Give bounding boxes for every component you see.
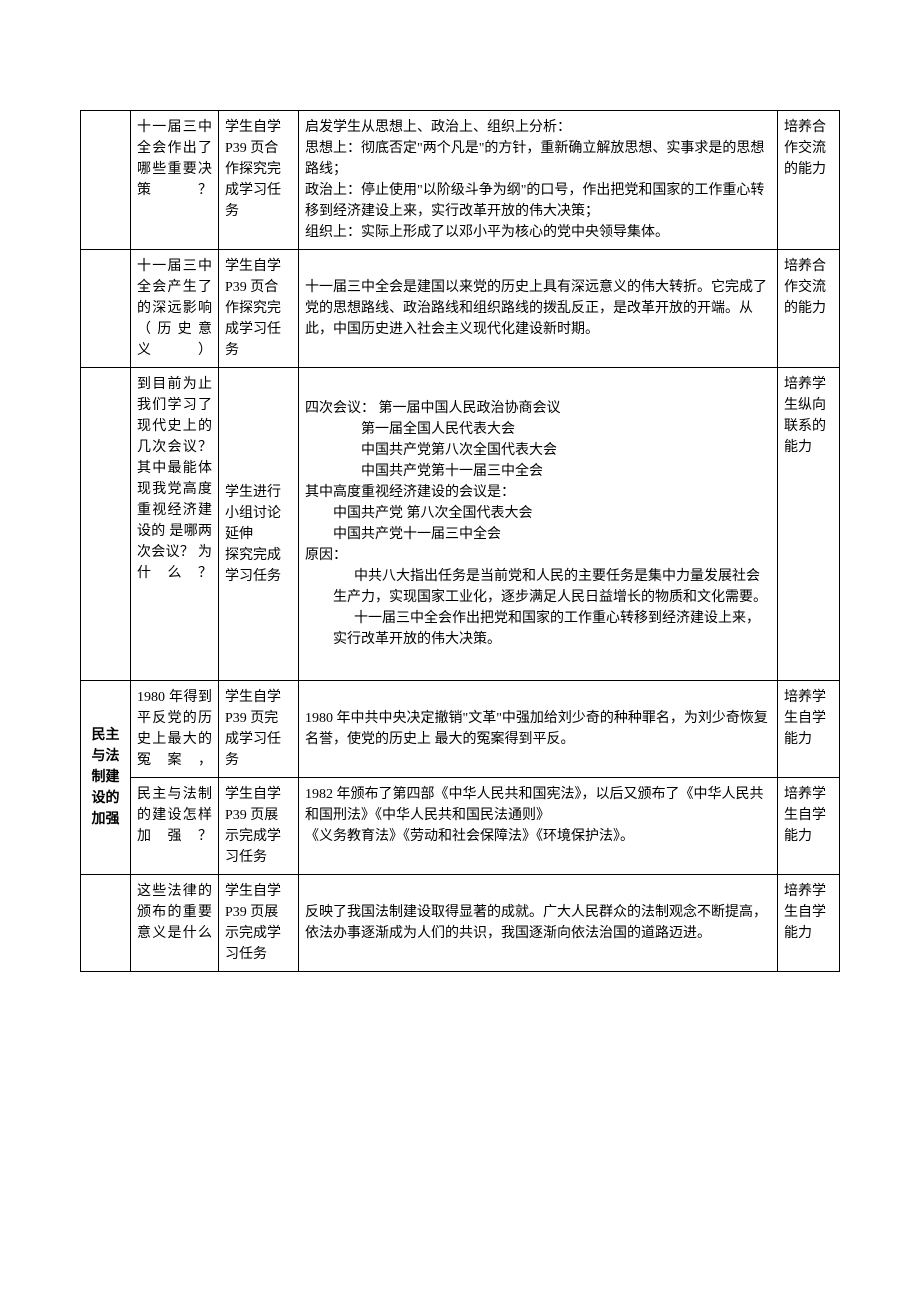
content-line: 《义务教育法》《劳动和社会保障法》《环境保护法》。 <box>305 826 771 847</box>
content-line: 组织上：实际上形成了以邓小平为核心的党中央领导集体。 <box>305 222 771 243</box>
lead-text: 四次会议： <box>305 401 375 416</box>
section-cell <box>81 368 131 681</box>
table-row: 十一届三中全会产生了的深远影响（历史意义） 学生自学 P39 页合作探究完成学习… <box>81 250 840 368</box>
reason-item: 中共八大指出任务是当前党和人民的主要任务是集中力量发展社会生产力，实现国家工业化… <box>305 566 771 608</box>
meeting-item: 中国共产党第十一届三中全会 <box>305 461 771 482</box>
activity-text: 学生进行小组讨论延伸 探究完成学习任务 <box>225 485 281 584</box>
section-cell <box>81 111 131 250</box>
reason-label: 原因： <box>305 545 771 566</box>
content-line: 思想上：彻底否定"两个凡是"的方针，重新确立解放思想、实事求是的思想路线； <box>305 138 771 180</box>
content-cell: 四次会议： 第一届中国人民政治协商会议 第一届全国人民代表大会 中国共产党第八次… <box>299 368 778 681</box>
highlight-item: 中国共产党十一届三中全会 <box>305 524 771 545</box>
activity-cell: 学生自学 P39 页完成学习任务 <box>219 681 299 778</box>
question-cell: 十一届三中全会产生了的深远影响（历史意义） <box>131 250 219 368</box>
question-cell: 到目前为止我们学习了现代史上的几次会议？ 其中最能体现我党高度重视经济建设的 是… <box>131 368 219 681</box>
content-line: 启发学生从思想上、政治上、组织上分析： <box>305 117 771 138</box>
goal-cell: 培养学生纵向联系的能力 <box>778 368 840 681</box>
table-row: 到目前为止我们学习了现代史上的几次会议？ 其中最能体现我党高度重视经济建设的 是… <box>81 368 840 681</box>
document-page: 十一届三中全会作出了哪些重要决策？ 学生自学 P39 页合作探究完成学习任务 启… <box>0 0 920 1052</box>
meeting-item: 第一届中国人民政治协商会议 <box>379 401 561 416</box>
activity-cell: 学生自学 P39 页合作探究完成学习任务 <box>219 111 299 250</box>
activity-cell: 学生自学 P39 页合作探究完成学习任务 <box>219 250 299 368</box>
goal-cell: 培养合作交流的能力 <box>778 250 840 368</box>
content-cell: 1980 年中共中央决定撤销"文革"中强加给刘少奇的种种罪名，为刘少奇恢复名誉，… <box>299 681 778 778</box>
activity-cell: 学生自学 P39 页展示完成学习任务 <box>219 778 299 875</box>
sub-question: 其中高度重视经济建设的会议是： <box>305 482 771 503</box>
content-line: 1982 年颁布了第四部《中华人民共和国宪法》，以后又颁布了《中华人民共和国刑法… <box>305 784 771 826</box>
goal-cell: 培养学生自学能力 <box>778 875 840 972</box>
section-cell <box>81 875 131 972</box>
question-cell: 民主与法制的建设怎样加强？ <box>131 778 219 875</box>
goal-cell: 培养合作交流的能力 <box>778 111 840 250</box>
content-lead: 四次会议： 第一届中国人民政治协商会议 <box>305 398 771 419</box>
question-cell: 1980 年得到平反党的历史上最大的冤案， <box>131 681 219 778</box>
activity-cell: 学生进行小组讨论延伸 探究完成学习任务 <box>219 368 299 681</box>
activity-cell: 学生自学 P39 页展示完成学习任务 <box>219 875 299 972</box>
content-cell: 1982 年颁布了第四部《中华人民共和国宪法》，以后又颁布了《中华人民共和国刑法… <box>299 778 778 875</box>
meeting-item: 第一届全国人民代表大会 <box>305 419 771 440</box>
highlight-item: 中国共产党 第八次全国代表大会 <box>305 503 771 524</box>
reason-text: 十一届三中全会作出把党和国家的工作重心转移到经济建设上来，实行改革开放的伟大决策… <box>333 608 771 650</box>
meeting-item: 中国共产党第八次全国代表大会 <box>305 440 771 461</box>
table-row: 民主与法制的建设怎样加强？ 学生自学 P39 页展示完成学习任务 1982 年颁… <box>81 778 840 875</box>
table-row: 十一届三中全会作出了哪些重要决策？ 学生自学 P39 页合作探究完成学习任务 启… <box>81 111 840 250</box>
content-cell: 反映了我国法制建设取得显著的成就。广大人民群众的法制观念不断提高，依法办事逐渐成… <box>299 875 778 972</box>
table-row: 民主与法制建设的加强 1980 年得到平反党的历史上最大的冤案， 学生自学 P3… <box>81 681 840 778</box>
reason-text: 中共八大指出任务是当前党和人民的主要任务是集中力量发展社会生产力，实现国家工业化… <box>333 566 771 608</box>
lesson-plan-table: 十一届三中全会作出了哪些重要决策？ 学生自学 P39 页合作探究完成学习任务 启… <box>80 110 840 972</box>
question-cell: 这些法律的颁布的重要意义是什么 <box>131 875 219 972</box>
section-cell <box>81 250 131 368</box>
question-cell: 十一届三中全会作出了哪些重要决策？ <box>131 111 219 250</box>
content-cell: 启发学生从思想上、政治上、组织上分析： 思想上：彻底否定"两个凡是"的方针，重新… <box>299 111 778 250</box>
content-cell: 十一届三中全会是建国以来党的历史上具有深远意义的伟大转折。它完成了党的思想路线、… <box>299 250 778 368</box>
goal-cell: 培养学生自学能力 <box>778 778 840 875</box>
table-row: 这些法律的颁布的重要意义是什么 学生自学 P39 页展示完成学习任务 反映了我国… <box>81 875 840 972</box>
reason-item: 十一届三中全会作出把党和国家的工作重心转移到经济建设上来，实行改革开放的伟大决策… <box>305 608 771 650</box>
section-cell: 民主与法制建设的加强 <box>81 681 131 875</box>
goal-cell: 培养学生自学能力 <box>778 681 840 778</box>
content-line: 政治上：停止使用"以阶级斗争为纲"的口号，作出把党和国家的工作重心转移到经济建设… <box>305 180 771 222</box>
